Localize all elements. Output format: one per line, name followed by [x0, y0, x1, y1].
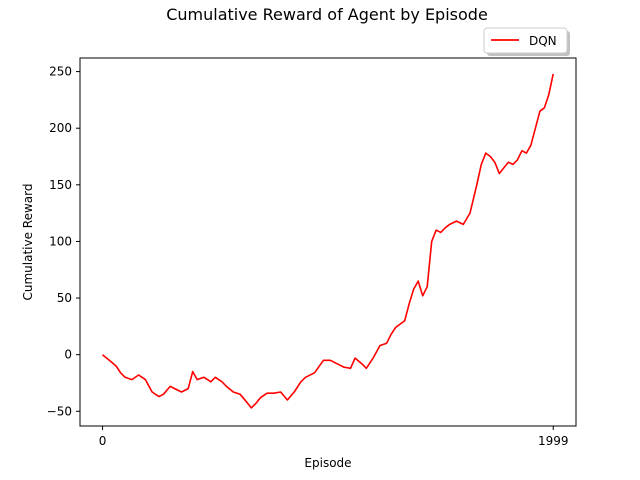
series-line-dqn	[101, 73, 554, 409]
y-tick-label: 150	[49, 178, 72, 192]
plot-area: −50 0 50 100 150 200 250 0 1999	[47, 57, 577, 448]
y-axis-ticks: −50 0 50 100 150 200 250	[47, 65, 80, 418]
y-tick-label: 200	[49, 121, 72, 135]
x-axis-ticks: 0 1999	[99, 426, 569, 448]
y-tick-label: 50	[57, 291, 72, 305]
legend: DQN	[483, 27, 570, 56]
y-tick-label: 250	[49, 65, 72, 79]
legend-box	[483, 27, 568, 54]
y-axis-label: Cumulative Reward	[21, 184, 35, 301]
plot-frame	[79, 57, 577, 427]
x-tick-label: 1999	[538, 434, 569, 448]
legend-label-dqn: DQN	[529, 34, 557, 48]
x-tick-label: 0	[99, 434, 107, 448]
y-tick-label: 100	[49, 234, 72, 248]
x-axis-label: Episode	[304, 456, 351, 470]
y-tick-label: −50	[47, 404, 72, 418]
y-tick-label: 0	[64, 348, 72, 362]
chart-title: Cumulative Reward of Agent by Episode	[166, 5, 488, 24]
